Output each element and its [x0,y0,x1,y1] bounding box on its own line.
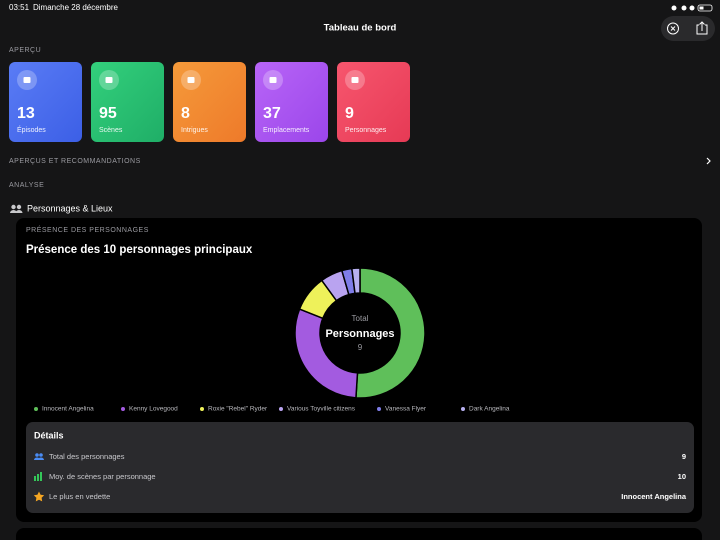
card-value: 37 [263,105,281,122]
insights-row[interactable]: APERÇUS ET RECOMMANDATIONS [9,157,711,165]
legend-swatch [377,407,381,411]
detail-value: Innocent Angelina [621,492,687,501]
legend-label: Dark Angelina [469,406,510,413]
chart-subtitle: PRÉSENCE DES PERSONNAGES [26,225,149,234]
detail-label: Total des personnages [49,452,125,461]
share-button[interactable] [696,21,708,35]
card-value: 95 [99,105,117,122]
card-label: Personnages [345,127,387,134]
chart-title: Présence des 10 personnages principaux [26,244,253,256]
icon-people [34,453,44,460]
legend-label: Innocent Angelina [42,406,94,413]
detail-value: 9 [682,452,686,461]
close-button[interactable] [667,22,679,35]
card-icon [187,77,195,83]
center-title: Personnages [325,328,394,340]
card-icon [105,77,113,83]
status-date: Dimanche 28 décembre [33,3,118,12]
legend-label: Vanessa Flyer [385,406,427,413]
card-value: 13 [17,105,35,122]
detail-label: Le plus en vedette [49,492,110,501]
detail-value: 10 [678,472,686,481]
legend-swatch [121,407,125,411]
group-title: Personnages & Lieux [27,203,113,213]
icon-bars [34,472,42,481]
center-label: Total [352,314,369,323]
legend-swatch [461,407,465,411]
stat-card[interactable]: 95 Scènes [91,62,164,142]
card-value: 9 [345,105,354,122]
section-label: APERÇUS ET RECOMMANDATIONS [9,158,141,165]
legend-swatch [279,407,283,411]
stat-card[interactable]: 9 Personnages [337,62,410,142]
status-icons [671,4,713,12]
card-label: Scènes [99,127,123,134]
card-label: Emplacements [263,127,310,134]
card-icon [351,77,359,83]
center-value: 9 [358,343,363,352]
stat-card[interactable]: 8 Intrigues [173,62,246,142]
card-label: Épisodes [17,125,46,134]
card-icon [23,77,31,83]
legend-label: Various Toyville citizens [287,406,356,413]
legend-swatch [200,407,204,411]
donut-segment [351,267,361,295]
chevron [706,157,711,165]
donut-segment [355,267,426,399]
section-label: APERÇU [9,47,41,54]
legend-label: Roxie "Rebel" Ryder [208,406,268,413]
card-value: 8 [181,105,190,122]
stat-card[interactable]: 37 Emplacements [255,62,328,142]
details-title: Détails [34,430,64,440]
next-panel [16,528,702,540]
legend-swatch [34,407,38,411]
status-time: 03:51 [9,3,30,12]
header-title: Tableau de bord [324,23,397,34]
legend-label: Kenny Lovegood [129,406,178,413]
stat-card[interactable]: 13 Épisodes [9,62,82,142]
icon-star [33,491,45,502]
card-icon [269,77,277,83]
detail-label: Moy. de scènes par personnage [49,472,156,481]
details-panel [26,422,694,513]
section-label: ANALYSE [9,182,44,189]
card-label: Intrigues [181,127,208,134]
group-icon [10,204,23,213]
